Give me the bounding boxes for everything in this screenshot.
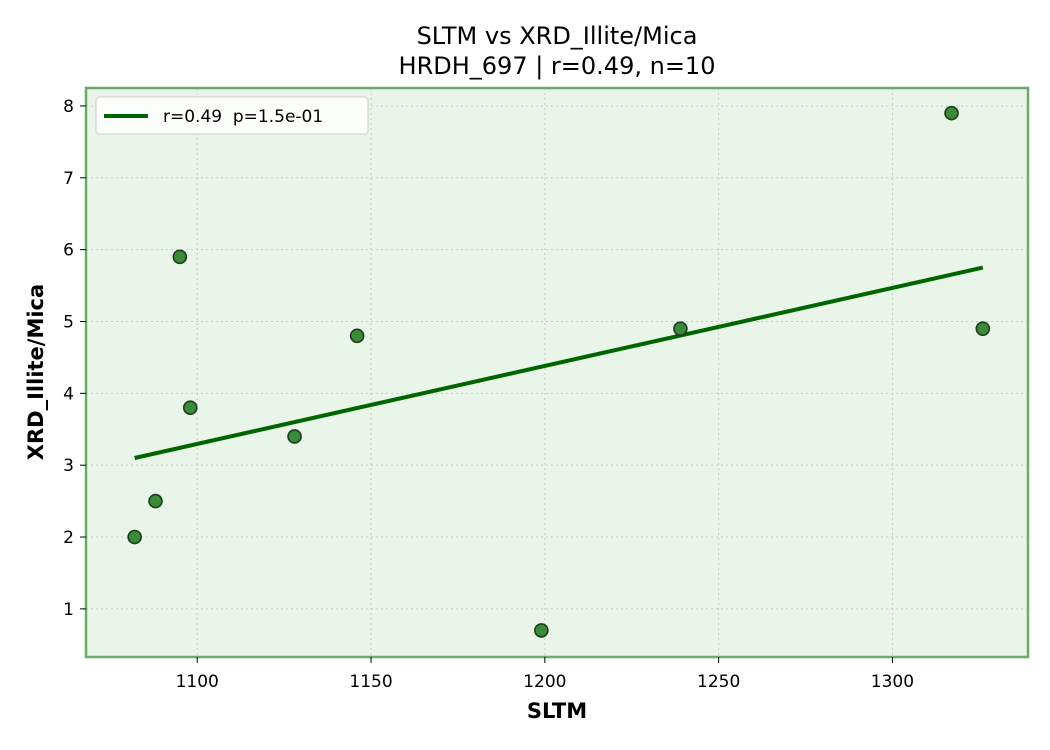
scatter-point	[673, 321, 688, 336]
y-tick-label: 6	[63, 241, 74, 261]
x-axis-label: SLTM	[527, 699, 587, 723]
fit-line-group	[134, 265, 984, 460]
x-tick-label: 1100	[176, 672, 219, 692]
y-tick-label: 2	[63, 528, 74, 548]
legend: r=0.49 p=1.5e-01	[95, 96, 369, 135]
y-tick-label: 8	[63, 97, 74, 117]
scatter-point	[172, 249, 188, 265]
scatter-points	[127, 105, 991, 638]
x-axis-ticks: 1100 1150 1200 1250 1300	[176, 657, 914, 692]
legend-box	[95, 96, 369, 135]
scatter-point	[534, 623, 549, 638]
scatter-point	[349, 328, 365, 344]
legend-label: r=0.49 p=1.5e-01	[163, 107, 323, 127]
y-tick-label: 3	[63, 456, 74, 476]
y-tick-label: 1	[63, 600, 74, 620]
grid	[86, 88, 1028, 657]
y-tick-label: 7	[63, 169, 74, 189]
x-tick-label: 1300	[871, 672, 914, 692]
x-tick-label: 1200	[523, 672, 566, 692]
scatter-point	[127, 529, 142, 545]
y-axis-label: XRD_Illite/Mica	[24, 284, 48, 460]
plot-area	[86, 88, 1028, 657]
scatter-point	[975, 321, 991, 336]
y-tick-label: 4	[63, 384, 74, 404]
scatter-point	[148, 493, 163, 509]
scatter-point	[287, 429, 302, 444]
scatter-point	[182, 400, 198, 416]
x-tick-label: 1250	[697, 672, 740, 692]
chart-title: SLTM vs XRD_Illite/Mica	[417, 22, 698, 50]
y-tick-label: 5	[63, 312, 74, 332]
x-tick-label: 1150	[349, 672, 392, 692]
y-axis-ticks: 1 2 3 4 5 6 7 8	[63, 97, 86, 620]
plot-frame	[84, 86, 1030, 659]
fit-line	[134, 265, 984, 460]
scatter-point	[944, 105, 959, 121]
chart-subtitle: HRDH_697 | r=0.49, n=10	[399, 52, 716, 80]
